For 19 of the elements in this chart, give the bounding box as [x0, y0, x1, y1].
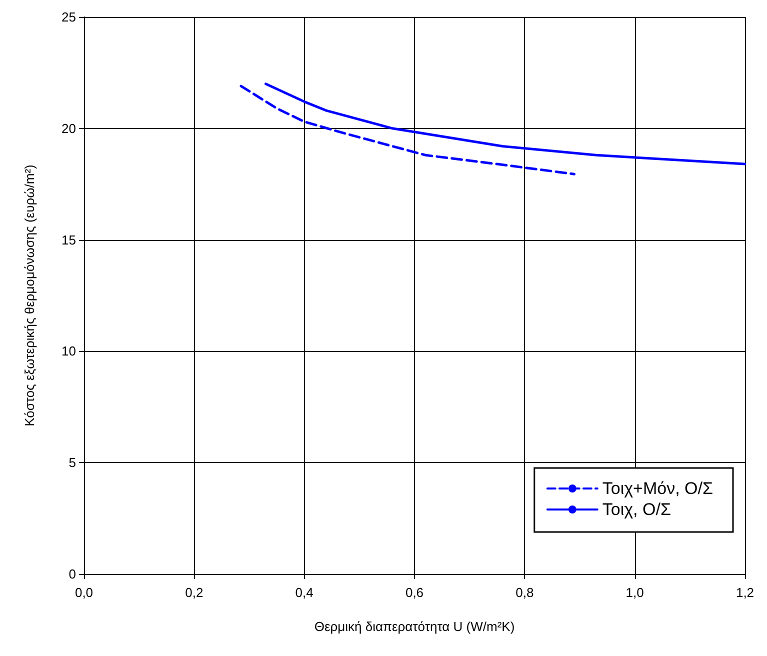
x-tick-label: 0,6: [405, 585, 424, 600]
y-tick-label: 20: [62, 120, 76, 136]
y-tick-label: 10: [62, 344, 76, 359]
y-tick-label: 15: [62, 232, 76, 248]
y-tick-label: 25: [62, 10, 76, 24]
x-tick-label: 0,8: [516, 585, 534, 600]
y-axis-title: Κόστος εξωτερικής θερμομόνωσης (ευρώ/m²): [22, 164, 37, 426]
x-tick-label: 0,4: [295, 585, 314, 600]
x-tick-label: 0,2: [185, 585, 204, 600]
legend-label: Τοιχ+Μόν, Ο/Σ: [602, 479, 714, 498]
x-tick-label: 1,2: [736, 585, 754, 600]
x-tick-label: 0,0: [74, 585, 94, 600]
line-series: [264, 82, 746, 166]
y-tick-label: 5: [68, 455, 76, 470]
y-tick-label: 0: [68, 566, 76, 582]
legend-label: Τοιχ, Ο/Σ: [602, 500, 671, 519]
x-axis-title: Θερμική διαπερατότητα U (W/m²K): [314, 619, 515, 634]
x-tick-label: 1,0: [626, 585, 644, 600]
line-series: [240, 84, 576, 176]
